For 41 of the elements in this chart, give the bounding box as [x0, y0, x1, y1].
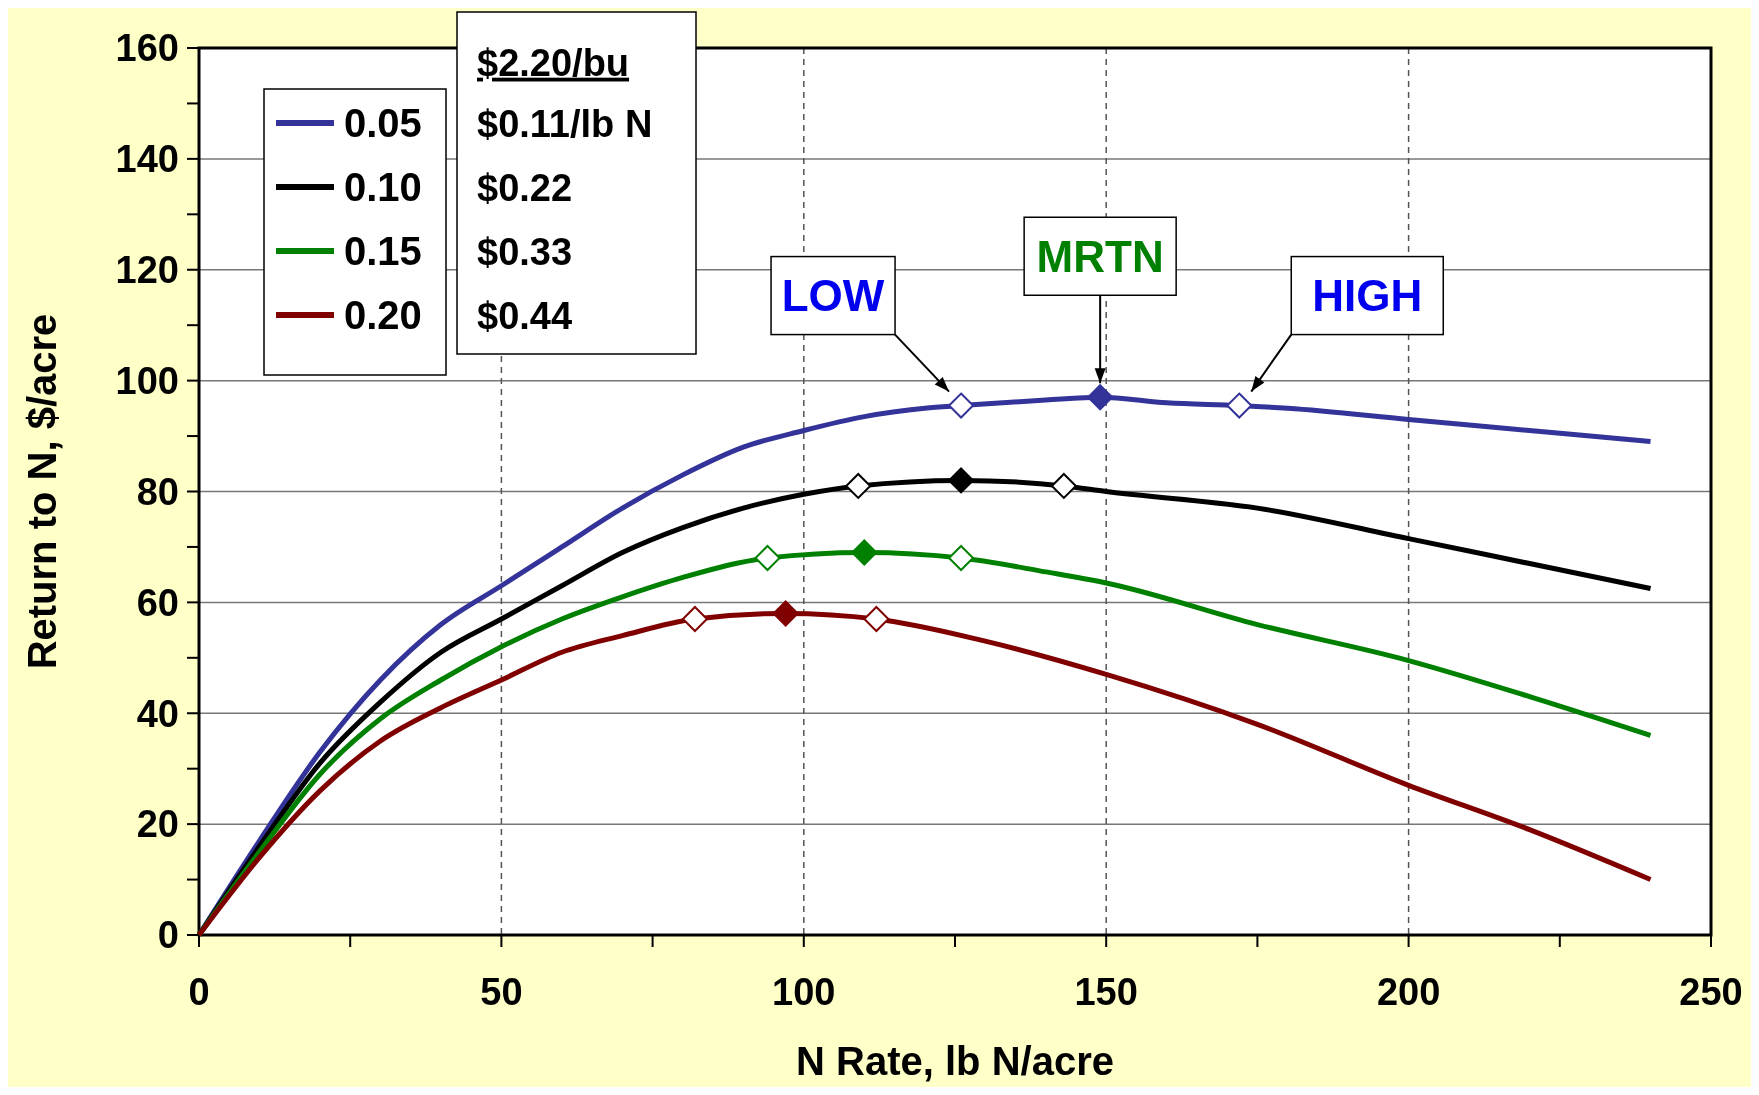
annotation: HIGH	[1312, 271, 1423, 321]
legend-label: 0.15	[344, 229, 422, 274]
legend-label: 0.05	[344, 101, 422, 146]
point	[863, 606, 890, 633]
point	[1050, 472, 1077, 499]
legend-title: $2.20/bu	[477, 41, 630, 84]
y-tick-label: 40	[136, 692, 179, 735]
y-axis-title: Return to N, $/acre	[20, 313, 64, 670]
point	[851, 539, 878, 566]
x-axis-title: N Rate, lb N/acre	[796, 1039, 1114, 1083]
x-tick-label: 150	[1074, 971, 1138, 1013]
point	[1087, 384, 1114, 411]
x-tick-label: 100	[772, 971, 836, 1013]
x-tick-label: 0	[188, 971, 210, 1013]
point	[948, 545, 975, 572]
point	[772, 600, 799, 627]
annotation: MRTN	[1036, 232, 1164, 282]
y-tick-label: 20	[136, 803, 179, 846]
y-tick-label: 140	[115, 138, 179, 181]
annotation: $0.22	[477, 166, 573, 209]
y-tick-label: 80	[136, 470, 179, 513]
legend-label: 0.10	[344, 165, 422, 210]
legend-label: 0.20	[344, 293, 422, 338]
y-tick-label: 120	[115, 249, 179, 292]
point	[948, 392, 975, 419]
x-tick-label: 50	[480, 971, 523, 1013]
point	[754, 545, 781, 572]
y-tick-label: 160	[115, 27, 179, 70]
x-tick-label: 250	[1679, 971, 1743, 1013]
point	[948, 467, 975, 494]
annotation: $0.33	[477, 230, 573, 273]
point	[681, 606, 708, 633]
point	[1226, 392, 1253, 419]
y-tick-label: 0	[157, 914, 179, 957]
point	[845, 472, 872, 499]
annotation: LOW	[781, 271, 885, 321]
y-tick-label: 60	[136, 581, 179, 624]
x-tick-label: 200	[1376, 971, 1441, 1013]
annotation: $0.11/lb N	[477, 102, 653, 145]
y-tick-label: 100	[115, 359, 179, 402]
annotation: $0.44	[477, 294, 573, 337]
